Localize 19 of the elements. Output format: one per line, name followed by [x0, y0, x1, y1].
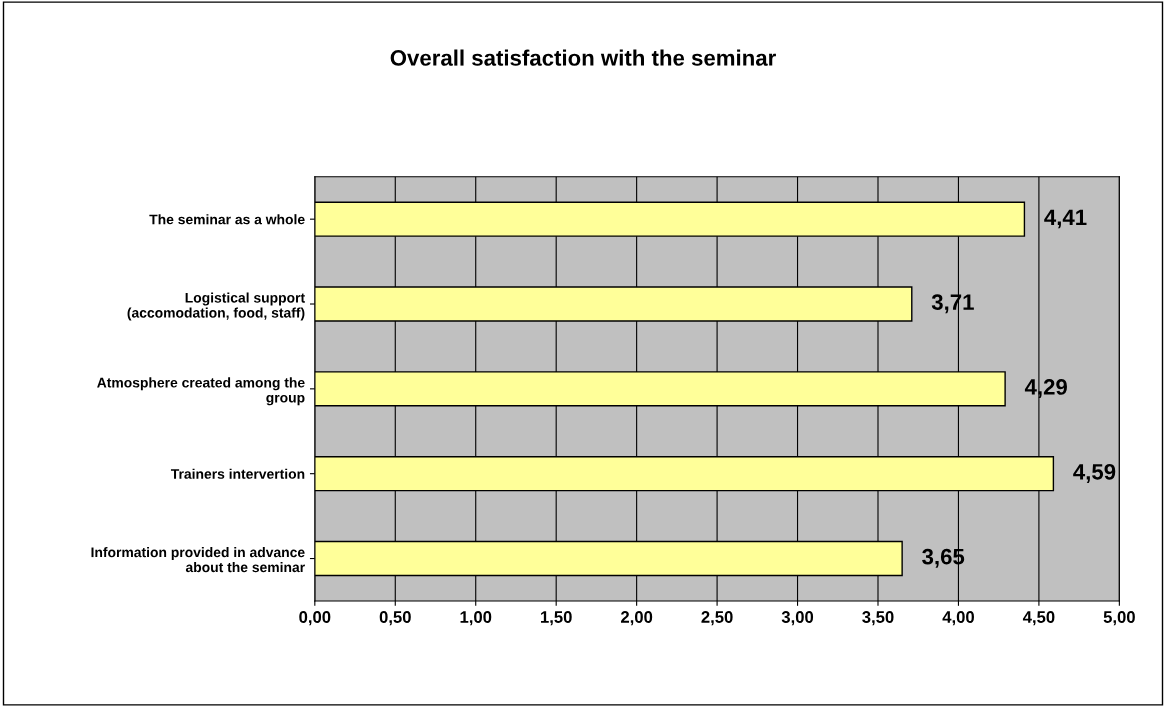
- x-tick-label: 0,00: [299, 611, 331, 626]
- chart-title: Overall satisfaction with the seminar: [390, 49, 776, 66]
- y-tick-label: The seminar as a whole: [149, 214, 305, 225]
- x-tick-label: 4,00: [942, 611, 974, 626]
- y-tick-label: Trainers intervertion: [170, 468, 305, 479]
- data-label: 4,59: [1073, 463, 1116, 483]
- x-tick-label: 5,00: [1103, 611, 1135, 626]
- data-label: 4,41: [1044, 209, 1087, 229]
- x-tick-label: 3,00: [781, 611, 814, 626]
- y-tick-label: Logistical support (accomodation, food, staff): [127, 292, 305, 321]
- y-tick-label: Information provided in advance about the seminar: [91, 547, 305, 573]
- x-tick-label: 3,50: [862, 611, 894, 626]
- x-tick-label: 4,50: [1022, 611, 1055, 626]
- x-tick-label: 1,50: [541, 611, 572, 626]
- x-tick-label: 2,00: [621, 611, 653, 626]
- x-tick-label: 1,00: [460, 611, 492, 626]
- x-tick-label: 0,50: [379, 611, 411, 626]
- y-tick-label: Atmosphere created among the group: [97, 377, 305, 406]
- x-tick-label: 2,50: [701, 611, 733, 626]
